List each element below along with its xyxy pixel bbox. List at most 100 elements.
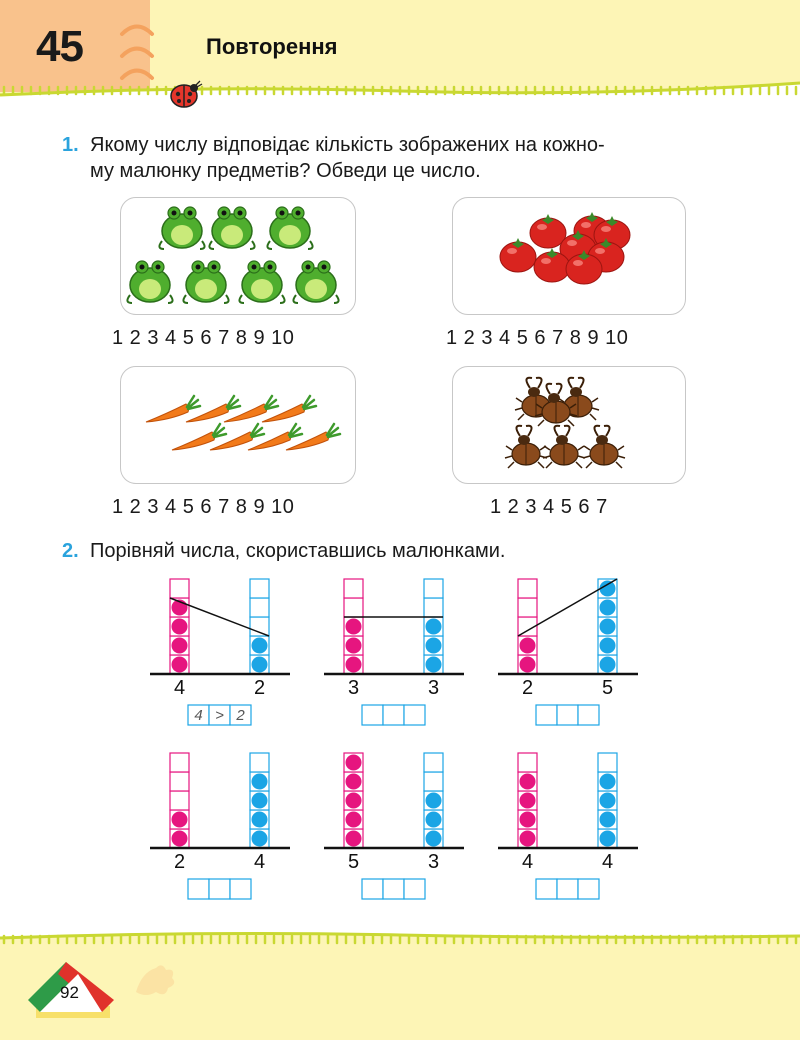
answer-sample: > (215, 707, 224, 724)
carrot-icon (223, 394, 280, 423)
counter-dot (425, 830, 442, 847)
right-number: 3 (428, 851, 439, 873)
frog-icon (126, 260, 174, 304)
counter-dot (599, 830, 616, 847)
counter-dot (599, 637, 616, 654)
counter-dot (519, 637, 536, 654)
answer-box[interactable] (403, 878, 426, 900)
counter-dot (599, 656, 616, 673)
carrot-icon (171, 422, 228, 451)
number-row-tomatoes[interactable]: 1 2 3 4 5 6 7 8 9 10 (446, 327, 629, 349)
counter-dot (345, 792, 362, 809)
counter-dot (519, 830, 536, 847)
counter-dot (425, 792, 442, 809)
grass-border-bottom (0, 922, 800, 945)
comparison-panels: 4 24 >23 3 2 52 4 5 3 4 4 (150, 578, 638, 900)
frogs-illustration (126, 206, 340, 304)
answer-box[interactable] (382, 704, 405, 726)
tomato-icon (565, 250, 603, 285)
carrot-icon (247, 422, 304, 451)
carrot-icon (285, 422, 342, 451)
answer-sample: 2 (235, 707, 245, 724)
picture-carrots (120, 366, 356, 484)
answer-box[interactable] (229, 878, 252, 900)
counter-dot (345, 830, 362, 847)
task-1-text-line-1: Якому числу відповідає кількість зображе… (90, 134, 605, 156)
number-row-frogs[interactable]: 1 2 3 4 5 6 7 8 9 10 (112, 327, 295, 349)
counter-dot (425, 618, 442, 635)
tomatoes-illustration (499, 212, 631, 285)
left-number: 2 (174, 851, 185, 873)
counter-dot (171, 637, 188, 654)
answer-box[interactable] (556, 878, 579, 900)
counter-dot (345, 656, 362, 673)
answer-box[interactable] (187, 878, 210, 900)
counter-dot (171, 618, 188, 635)
frog-icon (266, 206, 314, 250)
counter-dot (345, 773, 362, 790)
beetles-illustration (504, 376, 626, 469)
grass-border-top (0, 81, 800, 104)
answer-box[interactable] (361, 704, 384, 726)
counter-dot (171, 830, 188, 847)
ladybug-icon (170, 80, 203, 108)
task-1-text-line-2: му малюнку предметів? Обведи це число. (90, 160, 481, 182)
counter-dot (519, 656, 536, 673)
counter-dot (345, 811, 362, 828)
left-number: 2 (522, 677, 533, 699)
answer-box[interactable] (577, 704, 600, 726)
comparison-panel: 4 2 4 >2 (150, 578, 290, 726)
carrot-icon (209, 422, 266, 451)
task-2-number: 2. (62, 540, 79, 562)
answer-box[interactable] (403, 704, 426, 726)
right-number: 2 (254, 677, 265, 699)
beetle-icon (534, 382, 578, 427)
frog-icon (238, 260, 286, 304)
answer-box[interactable] (535, 704, 558, 726)
right-number: 5 (602, 677, 613, 699)
counter-dot (251, 792, 268, 809)
left-number: 3 (348, 677, 359, 699)
page-number: 92 (60, 983, 79, 1002)
counter-dot (599, 618, 616, 635)
counter-dot (171, 656, 188, 673)
frog-icon (182, 260, 230, 304)
number-row-carrots[interactable]: 1 2 3 4 5 6 7 8 9 10 (112, 496, 295, 518)
tomato-icon (529, 214, 567, 249)
counter-dot (425, 656, 442, 673)
counter-dot (345, 637, 362, 654)
counter-dot (251, 656, 268, 673)
counter-dot (599, 792, 616, 809)
counter-dot (519, 773, 536, 790)
answer-box[interactable] (382, 878, 405, 900)
counter-dot (251, 637, 268, 654)
counter-dot (425, 637, 442, 654)
answer-box[interactable] (208, 878, 231, 900)
frog-icon (208, 206, 256, 250)
book-logo-icon (28, 962, 114, 1018)
answer-box[interactable] (577, 878, 600, 900)
comparison-line (169, 597, 270, 637)
number-row-beetles[interactable]: 1 2 3 4 5 6 7 (490, 496, 608, 518)
answer-box[interactable] (229, 704, 252, 726)
counter-dot (425, 811, 442, 828)
beetle-icon (504, 424, 548, 469)
comparison-line (517, 578, 618, 637)
left-number: 5 (348, 851, 359, 873)
answer-box[interactable] (361, 878, 384, 900)
footer-band (0, 930, 800, 1040)
lesson-title: Повторення (206, 34, 338, 59)
answer-box[interactable] (556, 704, 579, 726)
carrot-icon (261, 394, 318, 423)
right-number: 3 (428, 677, 439, 699)
counter-dot (251, 830, 268, 847)
beetle-icon (582, 424, 626, 469)
counter-dot (599, 773, 616, 790)
beetle-icon (542, 424, 586, 469)
answer-box[interactable] (535, 878, 558, 900)
leaf-icon (136, 965, 175, 995)
